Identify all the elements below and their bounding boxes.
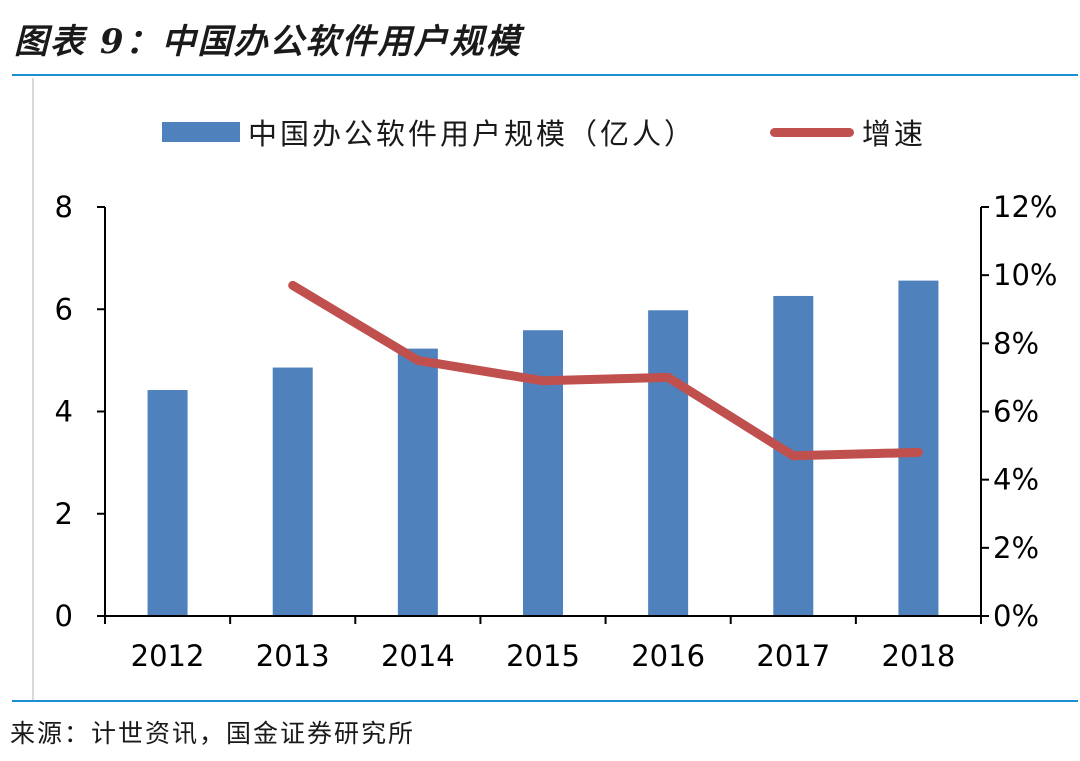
x-tick-label: 2018	[882, 639, 956, 673]
growth-line	[288, 280, 923, 461]
growth-line-layer	[288, 280, 923, 461]
chart-legend: 中国办公软件用户规模（亿人） 增速	[162, 112, 926, 152]
x-tick-label: 2017	[756, 639, 830, 673]
y-right-tick-label: 6%	[993, 395, 1039, 429]
legend-line-label: 增速	[862, 117, 927, 151]
growth-point-2014	[416, 359, 419, 362]
growth-point-2018	[917, 451, 920, 454]
bar-2012	[147, 390, 188, 616]
legend-bar-label: 中国办公软件用户规模（亿人）	[248, 117, 697, 151]
legend-bar-swatch	[162, 122, 240, 142]
x-tick-label: 2014	[381, 639, 455, 673]
y-right-tick-label: 8%	[993, 326, 1039, 360]
growth-point-2016	[667, 376, 670, 379]
legend-line-swatch	[770, 127, 855, 137]
title-divider	[12, 74, 1078, 76]
y-left-tick-label: 0	[55, 599, 73, 633]
source-note: 来源：计世资讯，国金证券研究所	[10, 719, 416, 748]
growth-point-2017	[792, 454, 795, 457]
y-right-tick-label: 2%	[993, 531, 1039, 565]
bar-2013	[272, 367, 313, 616]
y-left-tick-label: 2	[55, 497, 73, 531]
y-right-tick-label: 0%	[993, 599, 1039, 633]
axes-layer	[97, 206, 989, 624]
y-left-tick-label: 4	[55, 395, 73, 429]
bottom-divider	[12, 700, 1078, 702]
y-left-tick-label: 8	[55, 190, 73, 224]
y-right-tick-label: 4%	[993, 463, 1039, 497]
bar-2014	[397, 348, 438, 616]
figure-title: 图表 9：中国办公软件用户规模	[14, 22, 522, 62]
y-left-tick-label: 6	[55, 292, 73, 326]
growth-point-2015	[542, 379, 544, 382]
bar-2015	[523, 330, 563, 616]
bar-2016	[648, 310, 689, 616]
x-tick-label: 2016	[631, 639, 705, 673]
x-tick-label: 2013	[256, 639, 330, 673]
tick-labels-layer: 0 2 4 6 8 0% 2% 4% 6% 8% 10% 12% 2012 2013 2014 2015 201…	[55, 190, 1058, 673]
x-tick-label: 2015	[506, 639, 580, 673]
y-right-tick-label: 10%	[993, 258, 1057, 292]
bars-layer	[147, 280, 939, 616]
chart-frame-edge	[32, 78, 34, 700]
y-right-tick-label: 12%	[993, 190, 1057, 224]
growth-point-2013	[291, 284, 294, 287]
x-tick-label: 2012	[131, 639, 205, 673]
